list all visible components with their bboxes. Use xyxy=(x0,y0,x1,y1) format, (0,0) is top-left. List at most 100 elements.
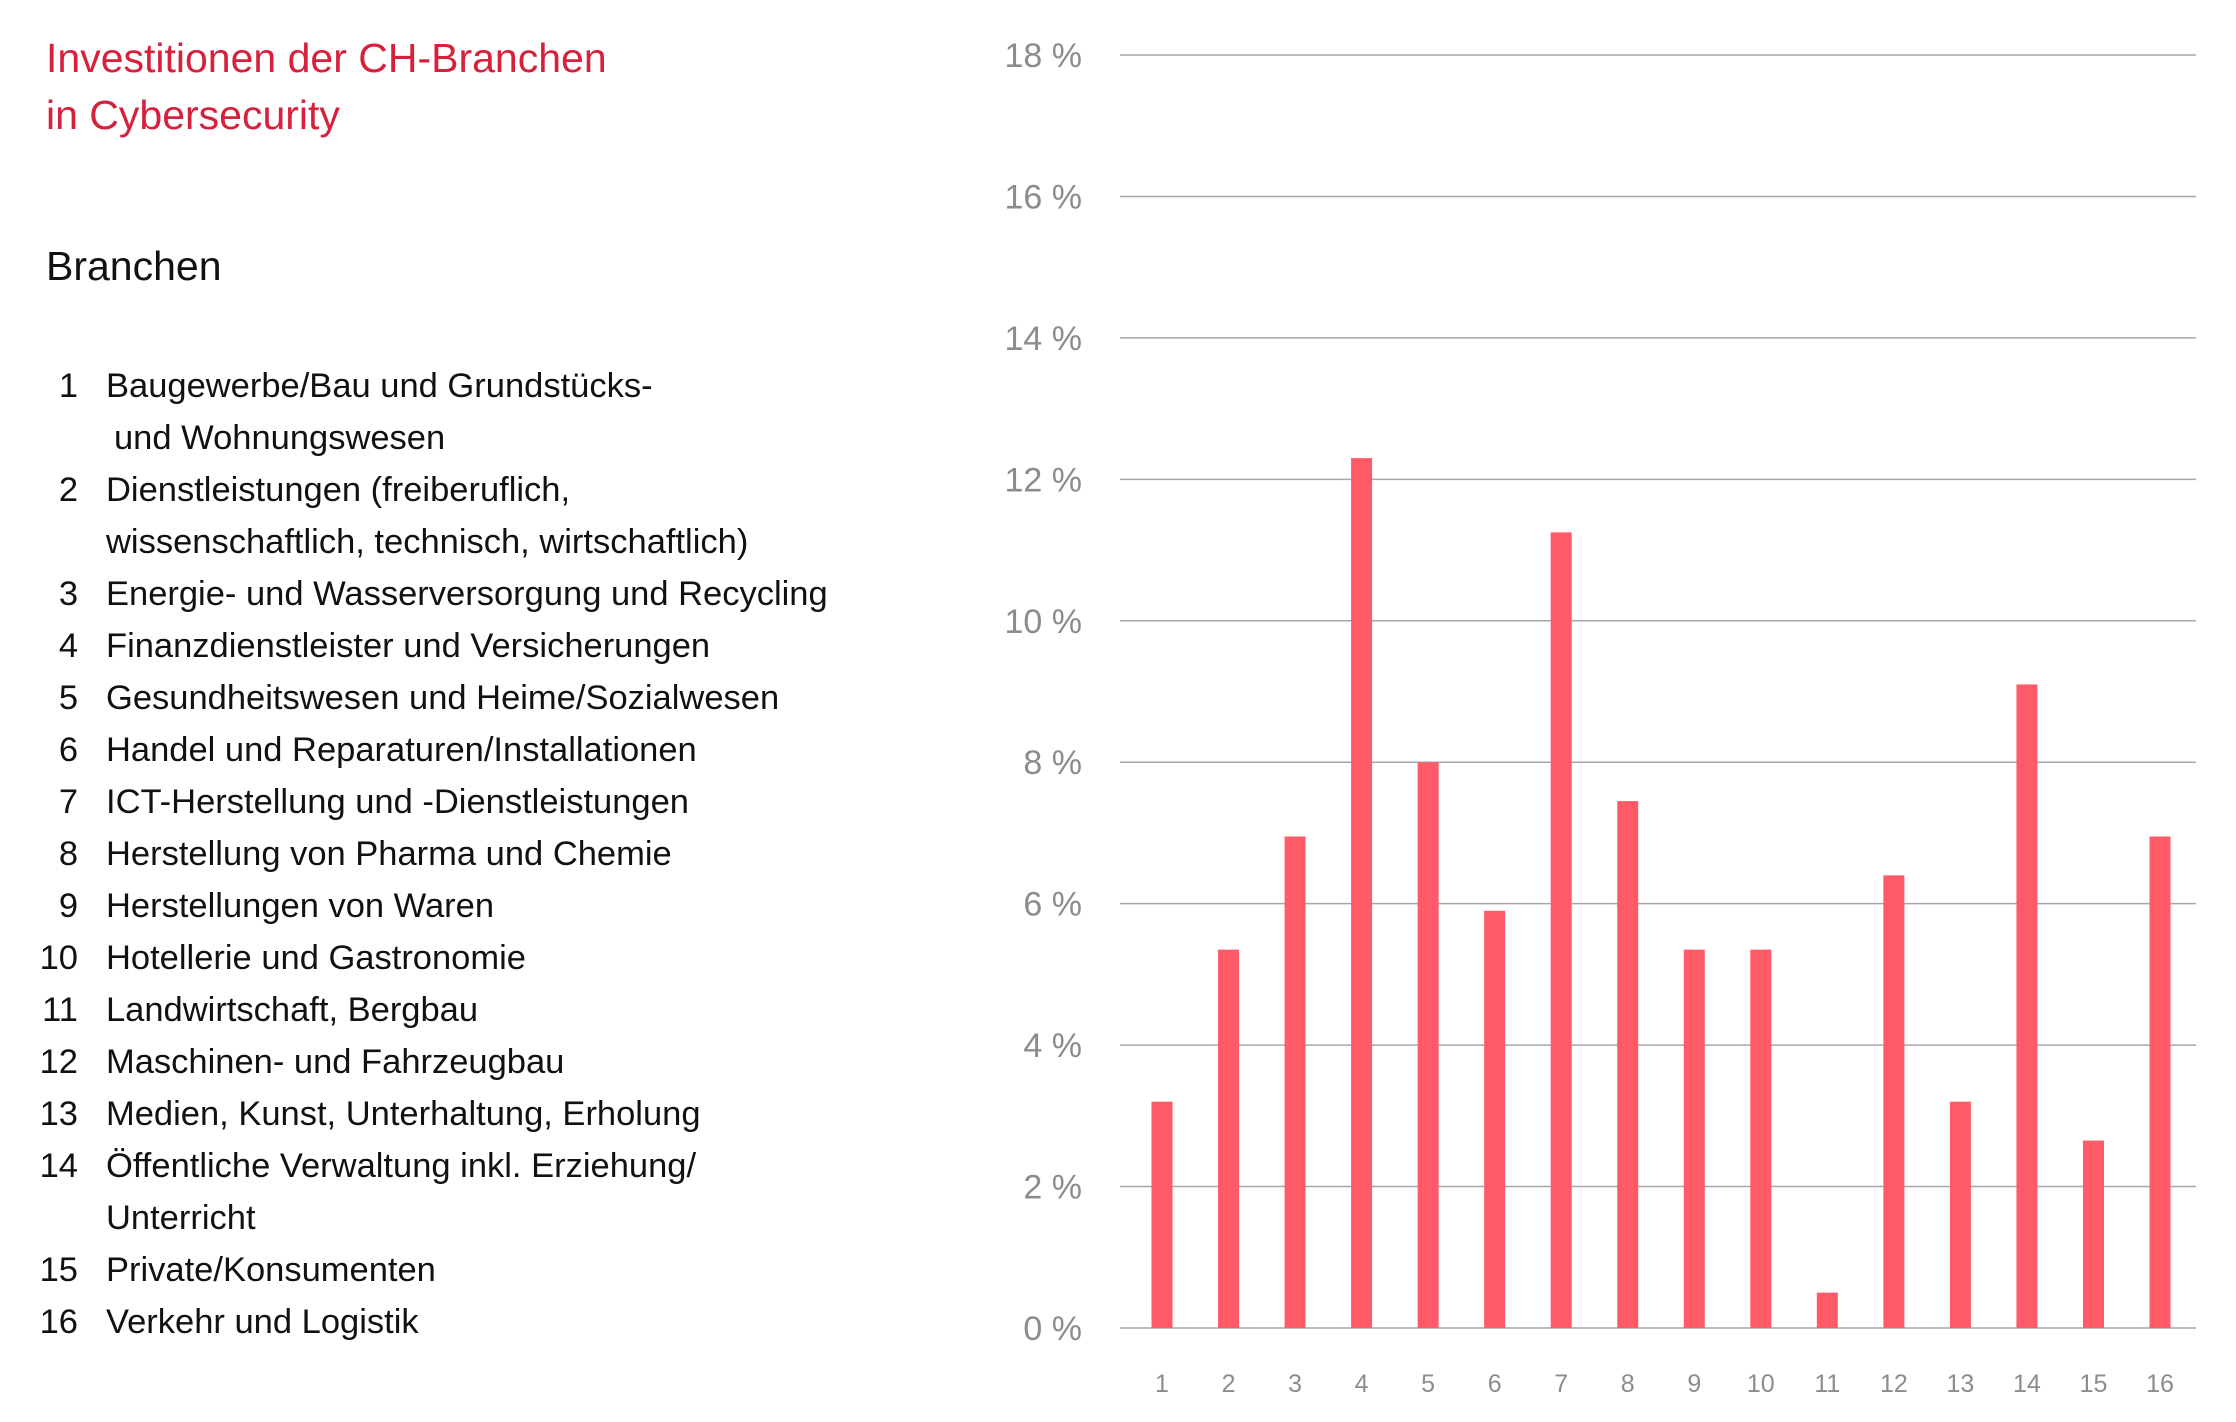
bar-15 xyxy=(2082,1140,2104,1328)
bar-5 xyxy=(1417,762,1439,1328)
legend-list: 1 Baugewerbe/Bau und Grundstücks-und Wohn… xyxy=(30,360,930,1348)
legend-item-label: Landwirtschaft, Bergbau xyxy=(106,984,930,1036)
legend-item-label: Öffentliche Verwaltung inkl. Erziehung/U… xyxy=(106,1140,930,1244)
legend-item-label: Private/Konsumenten xyxy=(106,1244,930,1296)
x-axis-tick-labels: 1 2 3 4 5 6 7 8 9 10 11 12 13 14 15 16 xyxy=(1155,1370,2174,1398)
legend-item-label: Herstellung von Pharma und Chemie xyxy=(106,828,930,880)
legend-item: 13 Medien, Kunst, Unterhaltung, Erholung xyxy=(30,1088,930,1140)
bar-12 xyxy=(1883,875,1905,1328)
legend-item-number: 2 xyxy=(58,471,78,509)
bar-7 xyxy=(1550,532,1572,1328)
legend-item-label-line: Dienstleistungen (freiberuflich, xyxy=(106,471,571,509)
chart-title-line-2: in Cybersecurity xyxy=(46,92,340,138)
legend-item: 11 Landwirtschaft, Bergbau xyxy=(30,984,930,1036)
legend-item-label-line: Hotellerie und Gastronomie xyxy=(106,939,526,977)
legend-item: 3 Energie- und Wasserversorgung und Recyc… xyxy=(30,568,930,620)
legend-item-label-line: Öffentliche Verwaltung inkl. Erziehung/ xyxy=(106,1147,697,1185)
legend-item: 7 ICT-Herstellung und -Dienstleistungen xyxy=(30,776,930,828)
legend-item-label-line: und Wohnungswesen xyxy=(114,419,446,457)
y-tick-label: 14 % xyxy=(1005,320,1083,358)
bar-9 xyxy=(1683,949,1705,1328)
legend-item-label: Herstellungen von Waren xyxy=(106,880,930,932)
y-tick-label: 16 % xyxy=(1005,178,1083,216)
bar-1 xyxy=(1151,1101,1173,1328)
legend-item-number: 1 xyxy=(58,367,78,405)
legend-item: 8 Herstellung von Pharma und Chemie xyxy=(30,828,930,880)
legend-item-label: Handel und Reparaturen/Installationen xyxy=(106,724,930,776)
y-axis-tick-labels: 0 % 2 % 4 % 6 % 8 % 10 % 12 % 14 % 16 % 18 % xyxy=(1005,37,1083,1348)
y-tick-label: 4 % xyxy=(1023,1027,1082,1065)
bar-3 xyxy=(1284,836,1306,1328)
legend-item-label: Baugewerbe/Bau und Grundstücks-und Wohnu… xyxy=(106,360,930,464)
x-tick-label: 8 xyxy=(1621,1370,1635,1398)
legend-item-number: 7 xyxy=(58,783,78,821)
bar-14 xyxy=(2016,684,2038,1328)
legend-item-number: 11 xyxy=(42,991,78,1029)
y-tick-label: 2 % xyxy=(1023,1169,1082,1207)
bars xyxy=(1151,458,2171,1328)
bar-8 xyxy=(1617,801,1639,1328)
legend-item-number: 16 xyxy=(39,1303,78,1341)
legend-item-number: 5 xyxy=(58,679,78,717)
x-tick-label: 15 xyxy=(2080,1370,2108,1398)
legend-item-label: Dienstleistungen (freiberuflich, wissensc… xyxy=(106,464,930,568)
legend-item-label: Maschinen- und Fahrzeugbau xyxy=(106,1036,930,1088)
x-tick-label: 10 xyxy=(1747,1370,1775,1398)
legend-item-label-line: Verkehr und Logistik xyxy=(106,1303,419,1341)
legend-item: 1 Baugewerbe/Bau und Grundstücks-und Wohn… xyxy=(30,360,930,464)
legend-item: 15 Private/Konsumenten xyxy=(30,1244,930,1296)
legend-item-label: Medien, Kunst, Unterhaltung, Erholung xyxy=(106,1088,930,1140)
x-tick-label: 7 xyxy=(1554,1370,1568,1398)
x-tick-label: 4 xyxy=(1355,1370,1369,1398)
legend-item-number: 10 xyxy=(39,939,78,977)
legend-item-label-line: Handel und Reparaturen/Installationen xyxy=(106,731,697,769)
legend-item-label: Gesundheitswesen und Heime/Sozialwesen xyxy=(106,672,930,724)
legend-item-number: 6 xyxy=(58,731,78,769)
bar-16 xyxy=(2149,836,2171,1328)
y-tick-label: 6 % xyxy=(1023,886,1082,924)
legend-item-label: Energie- und Wasserversorgung und Recycl… xyxy=(106,568,930,620)
legend-item-label-line: Landwirtschaft, Bergbau xyxy=(106,991,479,1029)
y-tick-label: 8 % xyxy=(1023,744,1082,782)
x-tick-label: 13 xyxy=(1946,1370,1974,1398)
legend-item: 5 Gesundheitswesen und Heime/Sozialwesen xyxy=(30,672,930,724)
legend-item-label: Verkehr und Logistik xyxy=(106,1296,930,1348)
legend-item: 9 Herstellungen von Waren xyxy=(30,880,930,932)
legend-item-number: 9 xyxy=(58,887,78,925)
bar-4 xyxy=(1351,458,1373,1328)
legend-item: 4 Finanzdienstleister und Versicherungen xyxy=(30,620,930,672)
y-tick-label: 12 % xyxy=(1005,461,1083,499)
x-tick-label: 3 xyxy=(1288,1370,1302,1398)
legend-item: 12 Maschinen- und Fahrzeugbau xyxy=(30,1036,930,1088)
legend-item-number: 4 xyxy=(58,627,78,665)
y-tick-label: 0 % xyxy=(1023,1310,1082,1348)
chart-title-line-1: Investitionen der CH-Branchen xyxy=(46,35,607,81)
legend-heading: Branchen xyxy=(46,243,222,289)
legend-item-number: 3 xyxy=(58,575,78,613)
x-tick-label: 12 xyxy=(1880,1370,1908,1398)
legend-item-number: 14 xyxy=(39,1147,78,1185)
x-tick-label: 1 xyxy=(1155,1370,1169,1398)
legend-item-label: Finanzdienstleister und Versicherungen xyxy=(106,620,930,672)
bar-13 xyxy=(1949,1101,1971,1328)
legend-item: 10 Hotellerie und Gastronomie xyxy=(30,932,930,984)
legend-item-label-line: ICT-Herstellung und -Dienstleistungen xyxy=(106,783,689,821)
bar-10 xyxy=(1750,949,1772,1328)
x-tick-label: 5 xyxy=(1421,1370,1435,1398)
legend-item-number: 12 xyxy=(39,1043,78,1081)
legend-item-label-line: Herstellung von Pharma und Chemie xyxy=(106,835,672,873)
legend-item-number: 8 xyxy=(58,835,78,873)
y-tick-label: 18 % xyxy=(1005,37,1083,75)
legend-item-label-line: Maschinen- und Fahrzeugbau xyxy=(106,1043,565,1081)
bar-6 xyxy=(1484,910,1506,1328)
legend-item-number: 13 xyxy=(39,1095,78,1133)
x-tick-label: 11 xyxy=(1814,1370,1840,1398)
legend-item: 14 Öffentliche Verwaltung inkl. Erziehung… xyxy=(30,1140,930,1244)
y-tick-label: 10 % xyxy=(1005,603,1083,641)
legend-item-label-line: wissenschaftlich, technisch, wirtschaftl… xyxy=(106,523,749,561)
x-tick-label: 2 xyxy=(1222,1370,1236,1398)
legend-item-label: ICT-Herstellung und -Dienstleistungen xyxy=(106,776,930,828)
legend-item: 16 Verkehr und Logistik xyxy=(30,1296,930,1348)
legend-item-label-line: Unterricht xyxy=(106,1199,256,1237)
